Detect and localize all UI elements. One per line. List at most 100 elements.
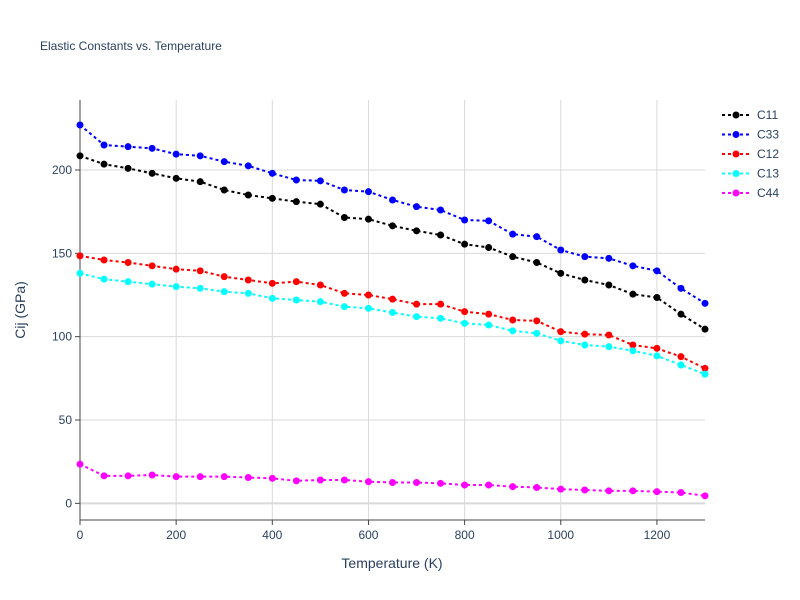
data-point-c12[interactable]: [124, 259, 132, 266]
legend-item-c12[interactable]: C12: [722, 147, 779, 161]
data-point-c33[interactable]: [677, 284, 685, 292]
data-point-c33[interactable]: [557, 246, 565, 254]
data-point-c11[interactable]: [605, 281, 613, 289]
data-point-c11[interactable]: [485, 244, 493, 251]
legend-item-c33[interactable]: C33: [722, 128, 779, 142]
data-point-c44[interactable]: [364, 478, 372, 486]
data-point-c13[interactable]: [581, 341, 589, 349]
data-point-c12[interactable]: [244, 276, 252, 284]
data-point-c13[interactable]: [76, 269, 84, 277]
data-point-c13[interactable]: [244, 289, 252, 297]
data-point-c13[interactable]: [461, 319, 469, 327]
data-point-c13[interactable]: [629, 347, 637, 355]
data-point-c44[interactable]: [437, 479, 445, 487]
legend-item-c44[interactable]: C44: [722, 186, 779, 200]
data-point-c44[interactable]: [220, 473, 228, 481]
data-point-c12[interactable]: [701, 364, 709, 372]
data-point-c11[interactable]: [76, 152, 84, 160]
data-point-c11[interactable]: [629, 290, 637, 298]
data-point-c13[interactable]: [557, 337, 565, 345]
data-point-c11[interactable]: [292, 198, 300, 206]
data-point-c33[interactable]: [389, 196, 396, 204]
data-point-c33[interactable]: [268, 169, 276, 177]
data-point-c11[interactable]: [316, 200, 324, 208]
data-point-c44[interactable]: [292, 477, 300, 485]
data-point-c13[interactable]: [220, 288, 228, 296]
data-point-c33[interactable]: [316, 177, 324, 185]
data-point-c33[interactable]: [653, 267, 661, 275]
data-point-c11[interactable]: [557, 269, 565, 277]
data-point-c12[interactable]: [100, 256, 108, 264]
data-point-c13[interactable]: [100, 275, 108, 283]
data-point-c13[interactable]: [196, 284, 204, 292]
data-point-c12[interactable]: [172, 265, 180, 273]
data-point-c44[interactable]: [100, 472, 108, 480]
data-point-c12[interactable]: [364, 291, 372, 299]
data-point-c13[interactable]: [316, 298, 324, 306]
data-point-c12[interactable]: [148, 262, 156, 270]
data-point-c13[interactable]: [509, 327, 517, 335]
data-point-c44[interactable]: [148, 471, 156, 479]
data-point-c44[interactable]: [316, 476, 324, 484]
data-point-c13[interactable]: [124, 278, 132, 286]
data-point-c11[interactable]: [413, 227, 421, 235]
data-point-c11[interactable]: [701, 325, 709, 333]
data-point-c11[interactable]: [148, 169, 156, 177]
data-point-c11[interactable]: [124, 164, 132, 172]
data-point-c12[interactable]: [485, 310, 493, 318]
data-point-c13[interactable]: [172, 283, 180, 291]
data-point-c11[interactable]: [244, 191, 252, 199]
data-point-c13[interactable]: [340, 303, 348, 311]
data-point-c12[interactable]: [413, 300, 421, 308]
data-point-c11[interactable]: [196, 178, 204, 186]
data-point-c44[interactable]: [557, 485, 565, 493]
data-point-c12[interactable]: [533, 317, 541, 325]
data-point-c11[interactable]: [268, 194, 276, 202]
data-point-c33[interactable]: [581, 253, 589, 261]
data-point-c11[interactable]: [533, 259, 541, 266]
data-point-c33[interactable]: [196, 152, 204, 160]
data-point-c13[interactable]: [437, 314, 445, 322]
data-point-c33[interactable]: [605, 254, 613, 262]
data-point-c44[interactable]: [413, 479, 421, 486]
data-point-c44[interactable]: [701, 492, 709, 500]
data-point-c12[interactable]: [316, 281, 324, 289]
legend-item-c13[interactable]: C13: [722, 167, 779, 181]
data-point-c12[interactable]: [557, 328, 565, 336]
data-point-c12[interactable]: [461, 308, 469, 316]
data-point-c44[interactable]: [389, 479, 396, 486]
data-point-c33[interactable]: [461, 216, 469, 224]
data-point-c12[interactable]: [581, 330, 589, 338]
data-point-c44[interactable]: [629, 487, 637, 495]
data-point-c12[interactable]: [509, 316, 517, 324]
legend-item-c11[interactable]: C11: [722, 108, 778, 122]
data-point-c11[interactable]: [389, 222, 396, 230]
data-point-c13[interactable]: [677, 361, 685, 369]
data-point-c12[interactable]: [653, 344, 661, 352]
data-point-c13[interactable]: [389, 309, 396, 316]
data-point-c11[interactable]: [172, 174, 180, 182]
data-point-c33[interactable]: [148, 144, 156, 152]
data-point-c33[interactable]: [172, 150, 180, 158]
data-point-c11[interactable]: [364, 215, 372, 223]
data-point-c44[interactable]: [653, 488, 661, 496]
data-point-c11[interactable]: [340, 214, 348, 221]
data-point-c44[interactable]: [677, 489, 685, 496]
data-point-c44[interactable]: [124, 472, 132, 480]
data-point-c33[interactable]: [100, 141, 108, 149]
data-point-c13[interactable]: [148, 280, 156, 288]
data-point-c13[interactable]: [533, 329, 541, 337]
data-point-c13[interactable]: [485, 321, 493, 329]
data-point-c33[interactable]: [533, 233, 541, 241]
data-point-c12[interactable]: [605, 331, 613, 339]
data-point-c33[interactable]: [340, 186, 348, 194]
data-point-c44[interactable]: [605, 487, 613, 495]
data-point-c44[interactable]: [268, 474, 276, 482]
data-point-c33[interactable]: [509, 230, 517, 238]
data-point-c11[interactable]: [677, 310, 685, 318]
data-point-c33[interactable]: [364, 188, 372, 196]
data-point-c44[interactable]: [244, 474, 252, 481]
data-point-c13[interactable]: [605, 343, 613, 351]
data-point-c33[interactable]: [437, 206, 445, 214]
data-point-c11[interactable]: [461, 240, 469, 248]
